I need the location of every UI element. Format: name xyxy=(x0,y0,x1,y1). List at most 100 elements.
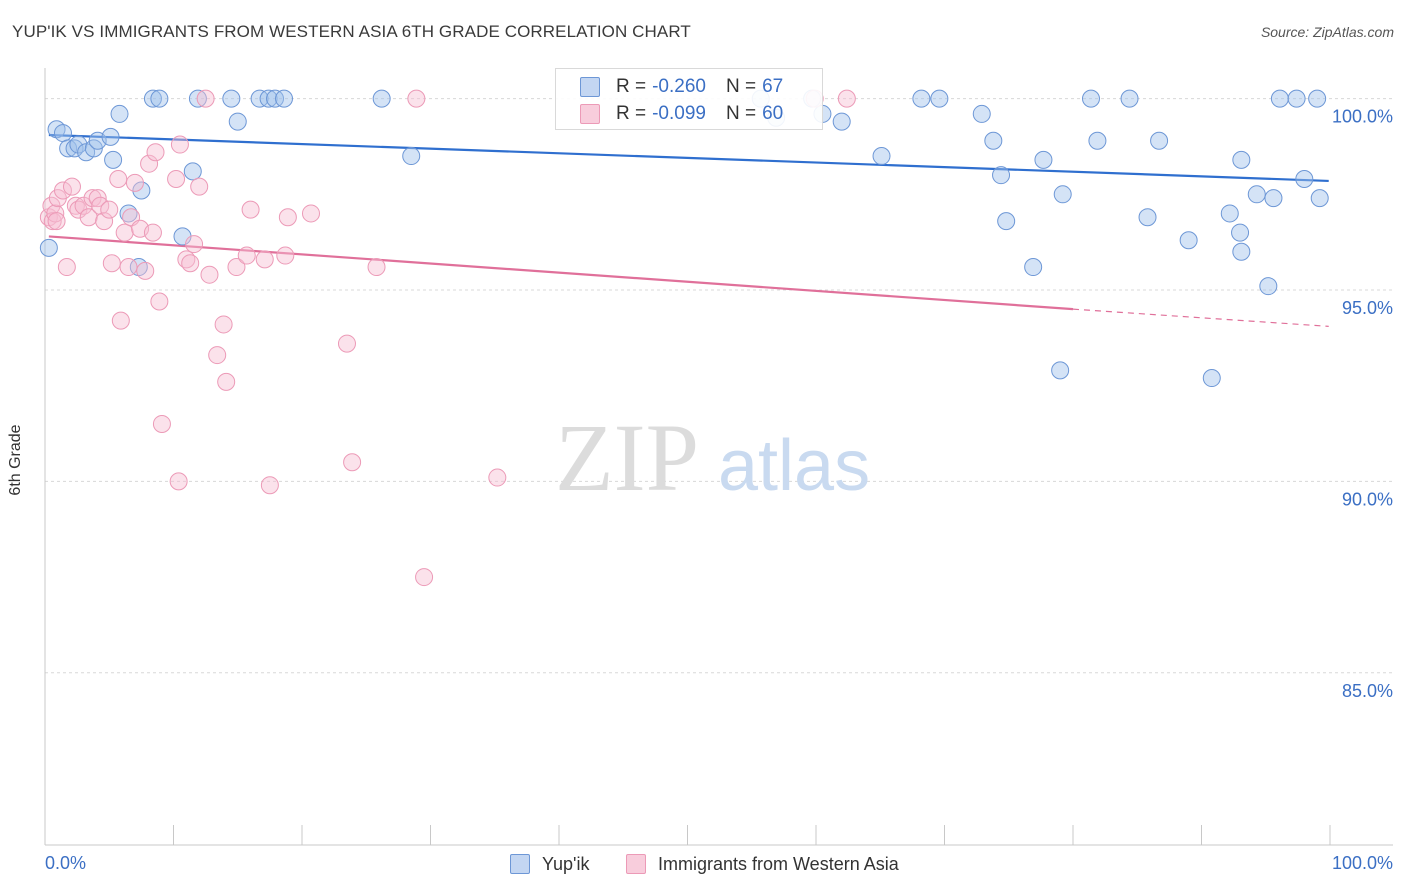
source-label: Source: ZipAtlas.com xyxy=(1260,24,1394,40)
point-western-asia xyxy=(167,170,186,188)
point-western-asia xyxy=(185,235,204,254)
tick-labels: 85.0% 90.0% 95.0% 100.0% 0.0% 100.0% xyxy=(45,107,1393,873)
point-yupik xyxy=(997,212,1016,231)
point-western-asia xyxy=(95,212,114,231)
point-yupik xyxy=(275,89,294,108)
point-yupik xyxy=(1308,89,1327,108)
point-western-asia xyxy=(152,414,171,433)
point-yupik xyxy=(1120,89,1139,108)
point-yupik xyxy=(372,89,391,108)
point-western-asia xyxy=(111,311,130,330)
point-yupik xyxy=(872,147,891,166)
point-yupik xyxy=(259,89,278,108)
trend-line-western-asia xyxy=(48,235,1074,311)
point-yupik xyxy=(1202,369,1221,388)
point-western-asia xyxy=(169,472,188,491)
watermark-zip: ZIP xyxy=(555,404,699,511)
point-western-asia xyxy=(47,212,66,231)
point-yupik xyxy=(1264,189,1283,208)
point-western-asia xyxy=(367,258,386,277)
legend-r-value-yupik: -0.260 xyxy=(652,76,706,97)
point-yupik xyxy=(972,104,991,123)
point-western-asia xyxy=(260,476,279,495)
point-western-asia xyxy=(150,292,169,311)
point-yupik xyxy=(143,89,162,108)
point-western-asia xyxy=(278,208,297,227)
point-yupik xyxy=(1232,150,1251,169)
point-western-asia xyxy=(53,181,72,200)
point-western-asia xyxy=(91,196,110,215)
point-yupik xyxy=(59,139,78,158)
trend-lines xyxy=(48,133,1329,327)
point-yupik xyxy=(912,89,931,108)
watermark: ZIP atlas xyxy=(555,404,870,511)
y-tick-label: 100.0% xyxy=(1332,107,1393,127)
point-yupik xyxy=(1310,189,1329,208)
point-yupik xyxy=(183,162,202,181)
point-western-asia xyxy=(136,261,155,280)
point-yupik xyxy=(1034,150,1053,169)
point-western-asia xyxy=(200,265,219,284)
point-yupik xyxy=(101,127,120,146)
point-western-asia xyxy=(119,258,138,277)
point-western-asia xyxy=(343,453,362,472)
point-yupik xyxy=(1220,204,1239,223)
point-western-asia xyxy=(125,173,144,192)
point-western-asia xyxy=(337,334,356,353)
point-yupik xyxy=(1138,208,1157,227)
point-yupik xyxy=(222,89,241,108)
y-axis-label: 6th Grade xyxy=(7,424,24,496)
point-western-asia xyxy=(837,89,856,108)
y-tick-label: 95.0% xyxy=(1342,298,1393,318)
point-western-asia xyxy=(83,189,102,208)
point-yupik xyxy=(930,89,949,108)
watermark-atlas: atlas xyxy=(718,426,870,506)
point-western-asia xyxy=(227,258,246,277)
trend-line-western-asia-extension xyxy=(1072,308,1329,327)
point-yupik xyxy=(53,124,72,143)
point-yupik xyxy=(1088,131,1107,150)
legend-n-value-yupik: 67 xyxy=(762,76,784,97)
bottom-legend-western-asia: Immigrants from Western Asia xyxy=(626,852,899,876)
point-yupik xyxy=(1231,223,1250,242)
point-western-asia xyxy=(488,468,507,487)
legend-swatch-yupik xyxy=(580,77,600,97)
point-yupik xyxy=(39,238,58,257)
point-yupik xyxy=(992,166,1011,185)
point-yupik xyxy=(1295,170,1314,188)
data-points xyxy=(39,89,1329,587)
point-yupik xyxy=(1051,361,1070,380)
axes xyxy=(44,68,1393,846)
point-yupik xyxy=(1053,185,1072,204)
point-western-asia xyxy=(301,204,320,223)
legend-r-value-western-asia: -0.099 xyxy=(652,103,706,124)
point-yupik xyxy=(1024,258,1043,277)
point-yupik xyxy=(1270,89,1289,108)
chart-title: YUP'IK VS IMMIGRANTS FROM WESTERN ASIA 6… xyxy=(12,22,691,41)
point-western-asia xyxy=(255,250,274,269)
point-yupik xyxy=(984,131,1003,150)
legend-r-label: R = xyxy=(616,103,647,124)
point-western-asia xyxy=(208,346,227,365)
y-tick-label: 85.0% xyxy=(1342,681,1393,701)
point-yupik xyxy=(1232,242,1251,261)
point-yupik xyxy=(1247,185,1266,204)
legend-row-western-asia: R = -0.099 N = 60 xyxy=(580,102,789,126)
legend-n-label: N = xyxy=(725,103,757,124)
legend-row-yupik: R = -0.260 N = 67 xyxy=(580,75,789,99)
point-western-asia xyxy=(100,200,119,219)
point-western-asia xyxy=(115,223,134,242)
point-yupik xyxy=(1259,277,1278,296)
point-western-asia xyxy=(46,204,65,223)
point-yupik xyxy=(1179,231,1198,250)
point-western-asia xyxy=(109,170,128,188)
trend-line-yupik xyxy=(48,133,1329,183)
x-tick-label: 100.0% xyxy=(1332,853,1393,873)
y-tick-label: 90.0% xyxy=(1342,489,1393,509)
bottom-legend-swatch-yupik xyxy=(510,854,530,874)
point-yupik xyxy=(132,181,151,200)
point-western-asia xyxy=(214,315,233,334)
point-yupik xyxy=(832,112,851,131)
point-western-asia xyxy=(196,89,215,108)
legend-r-label: R = xyxy=(616,76,647,97)
